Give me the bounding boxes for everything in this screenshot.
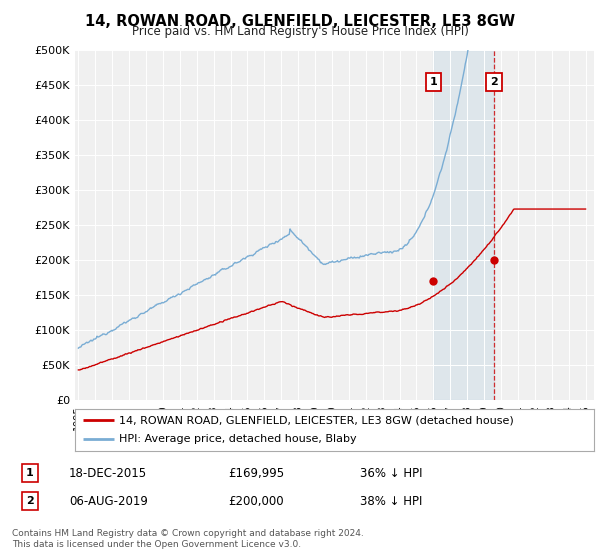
Text: 36% ↓ HPI: 36% ↓ HPI — [360, 466, 422, 480]
Text: 2: 2 — [26, 496, 34, 506]
Text: 18-DEC-2015: 18-DEC-2015 — [69, 466, 147, 480]
Text: HPI: Average price, detached house, Blaby: HPI: Average price, detached house, Blab… — [119, 435, 357, 445]
Text: Contains HM Land Registry data © Crown copyright and database right 2024.
This d: Contains HM Land Registry data © Crown c… — [12, 529, 364, 549]
Text: 1: 1 — [430, 77, 437, 87]
Text: 2: 2 — [490, 77, 498, 87]
Bar — [433, 50, 494, 400]
Text: £200,000: £200,000 — [228, 494, 284, 508]
Text: 14, ROWAN ROAD, GLENFIELD, LEICESTER, LE3 8GW (detached house): 14, ROWAN ROAD, GLENFIELD, LEICESTER, LE… — [119, 415, 514, 425]
Text: £169,995: £169,995 — [228, 466, 284, 480]
Text: 06-AUG-2019: 06-AUG-2019 — [69, 494, 148, 508]
Text: 38% ↓ HPI: 38% ↓ HPI — [360, 494, 422, 508]
Text: 14, ROWAN ROAD, GLENFIELD, LEICESTER, LE3 8GW: 14, ROWAN ROAD, GLENFIELD, LEICESTER, LE… — [85, 14, 515, 29]
Text: Price paid vs. HM Land Registry's House Price Index (HPI): Price paid vs. HM Land Registry's House … — [131, 25, 469, 38]
Text: 1: 1 — [26, 468, 34, 478]
